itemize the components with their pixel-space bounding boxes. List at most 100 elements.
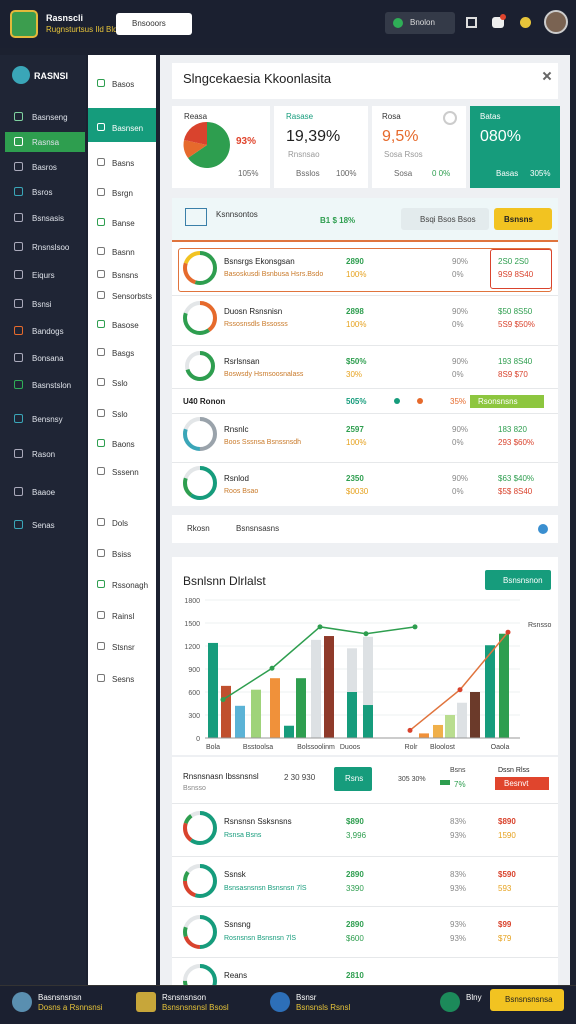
sub-nav-item[interactable]: Basose: [112, 321, 139, 330]
kpi-label: Rosa: [382, 112, 401, 121]
footer-icon[interactable]: [12, 992, 32, 1012]
row-divider: [172, 295, 558, 296]
row-pct: 90%: [452, 307, 469, 316]
footer-title[interactable]: Basnsnsnsn: [38, 993, 82, 1002]
sub-nav-item[interactable]: Bsrgn: [112, 189, 133, 198]
sidebar-item[interactable]: Basnseng: [32, 113, 68, 122]
sub-nav-icon: [97, 348, 105, 356]
footer: [0, 985, 576, 1024]
sidebar-item[interactable]: Bsnsi: [32, 300, 52, 309]
icon[interactable]: [466, 17, 477, 28]
sub-nav-item[interactable]: Basnsen: [112, 124, 144, 133]
sub-nav-item[interactable]: Basnn: [112, 248, 135, 257]
sidebar-item[interactable]: Rason: [32, 450, 56, 459]
filter[interactable]: [401, 208, 489, 230]
sidebar-item[interactable]: Eiqurs: [32, 271, 55, 280]
chart-button-text[interactable]: Bsnsnsnon: [503, 576, 543, 585]
search-input[interactable]: Bsnsnsasns: [236, 524, 280, 533]
row-range: 193 8S40: [498, 357, 533, 366]
sidebar-item[interactable]: Bandogs: [32, 327, 64, 336]
sidebar-item[interactable]: Bonsana: [32, 354, 64, 363]
sub-nav-item[interactable]: Bsiss: [112, 550, 132, 559]
sidebar-item[interactable]: Bsnsasis: [32, 214, 65, 223]
table-button[interactable]: [494, 208, 552, 230]
sub-nav-icon: [97, 409, 105, 417]
sidebar-item[interactable]: Rnsnslsoo: [32, 243, 70, 252]
top-bar: [0, 0, 576, 48]
sub-nav-active[interactable]: [88, 108, 156, 142]
sidebar-item[interactable]: Rasnsa: [32, 138, 60, 147]
sub-nav-icon: [97, 518, 105, 526]
filter-text[interactable]: Bsqi Bsos Bsos: [420, 215, 476, 224]
sub-nav-item[interactable]: Basgs: [112, 349, 135, 358]
kpi-foot: 105%: [238, 169, 259, 178]
sub-nav-item[interactable]: Rssonagh: [112, 581, 149, 590]
kpi-sub: Sosa Rsos: [384, 150, 423, 159]
icon[interactable]: [520, 17, 531, 28]
sub-nav-icon: [97, 320, 105, 328]
row-value: $50%: [346, 357, 367, 366]
row-pct: 90%: [452, 474, 469, 483]
kpi-value: 9,5%: [382, 128, 419, 145]
icon[interactable]: [492, 17, 504, 28]
sub-nav-item[interactable]: Sslo: [112, 379, 128, 388]
sidebar-item[interactable]: Bensnsy: [32, 415, 63, 424]
sub-nav-item[interactable]: Baons: [112, 440, 135, 449]
footer-title[interactable]: Bsnsr: [296, 993, 317, 1002]
sub-nav-item[interactable]: Stsnsr: [112, 643, 135, 652]
footer-icon[interactable]: [270, 992, 290, 1012]
sidebar-active[interactable]: [5, 132, 85, 152]
search-icon[interactable]: [538, 524, 548, 534]
sidebar-item[interactable]: Basros: [32, 163, 57, 172]
sub-nav-item[interactable]: Basns: [112, 159, 135, 168]
lower-mid: 305 30%: [398, 776, 426, 783]
row-range: $50 8S50: [498, 307, 533, 316]
sub-nav-item[interactable]: Sensorbsts: [112, 292, 153, 301]
row-value: 30%: [346, 370, 363, 379]
kpi-label: Reasa: [184, 112, 208, 121]
footer-title[interactable]: Rsnsnsnson: [162, 993, 207, 1002]
sub-nav-item[interactable]: Banse: [112, 219, 135, 228]
section-badge-text: Rsonsnsns: [478, 397, 518, 406]
sub-nav-item[interactable]: Basos: [112, 80, 135, 89]
app-name: Rasnscli: [46, 13, 84, 23]
top-button-text[interactable]: Bnolon: [410, 18, 435, 27]
lower-badge-text: Rsns: [345, 774, 364, 783]
sidebar-item[interactable]: Bsros: [32, 188, 53, 197]
search-card: [172, 515, 558, 543]
row-title: Rsnlod: [224, 474, 249, 483]
row-value: 2890: [346, 257, 364, 266]
sub-nav-item[interactable]: Sslo: [112, 410, 128, 419]
sub-nav-item[interactable]: Sssenn: [112, 468, 139, 477]
sub-nav-item[interactable]: Bsnsns: [112, 271, 139, 280]
footer-icon[interactable]: [440, 992, 460, 1012]
sub-nav-item[interactable]: Sesns: [112, 675, 135, 684]
chart-button[interactable]: [485, 570, 551, 590]
footer-title[interactable]: Blny: [466, 993, 482, 1002]
top-button[interactable]: [385, 12, 455, 34]
row-title: Ssnsng: [224, 920, 251, 929]
sidebar-item[interactable]: Baaoe: [32, 488, 56, 497]
user-avatar[interactable]: [544, 10, 568, 34]
row-sub: Bsnsasnsnsn Bsnsnsn 7lS: [224, 885, 307, 892]
search-text[interactable]: Bnsooors: [132, 19, 166, 28]
footer-button-text[interactable]: Bsnsnsnsnsa: [505, 995, 553, 1004]
footer-sub: Bsnsnsls Rsnsl: [296, 1003, 351, 1012]
row-range: $63 $40%: [498, 474, 535, 483]
row-pct: 90%: [452, 357, 469, 366]
sidebar-item[interactable]: Basnstslon: [32, 381, 72, 390]
row-range: $590: [498, 870, 516, 879]
sidebar-icon: [14, 242, 23, 251]
footer-button[interactable]: [490, 989, 564, 1011]
footer-icon[interactable]: [136, 992, 156, 1012]
table-title: Ksnnsontos: [216, 210, 258, 219]
row-title: Duosn Rsnsnisn: [224, 307, 283, 316]
row-range: 593: [498, 884, 512, 893]
row-value: 2350: [346, 474, 364, 483]
sub-nav-item[interactable]: Dols: [112, 519, 129, 528]
search-dropdown[interactable]: [116, 13, 192, 35]
sidebar-item[interactable]: Senas: [32, 521, 55, 530]
sub-nav-item[interactable]: Rainsl: [112, 612, 135, 621]
row-divider: [172, 388, 558, 389]
table-button-text[interactable]: Bsnsns: [504, 215, 533, 224]
